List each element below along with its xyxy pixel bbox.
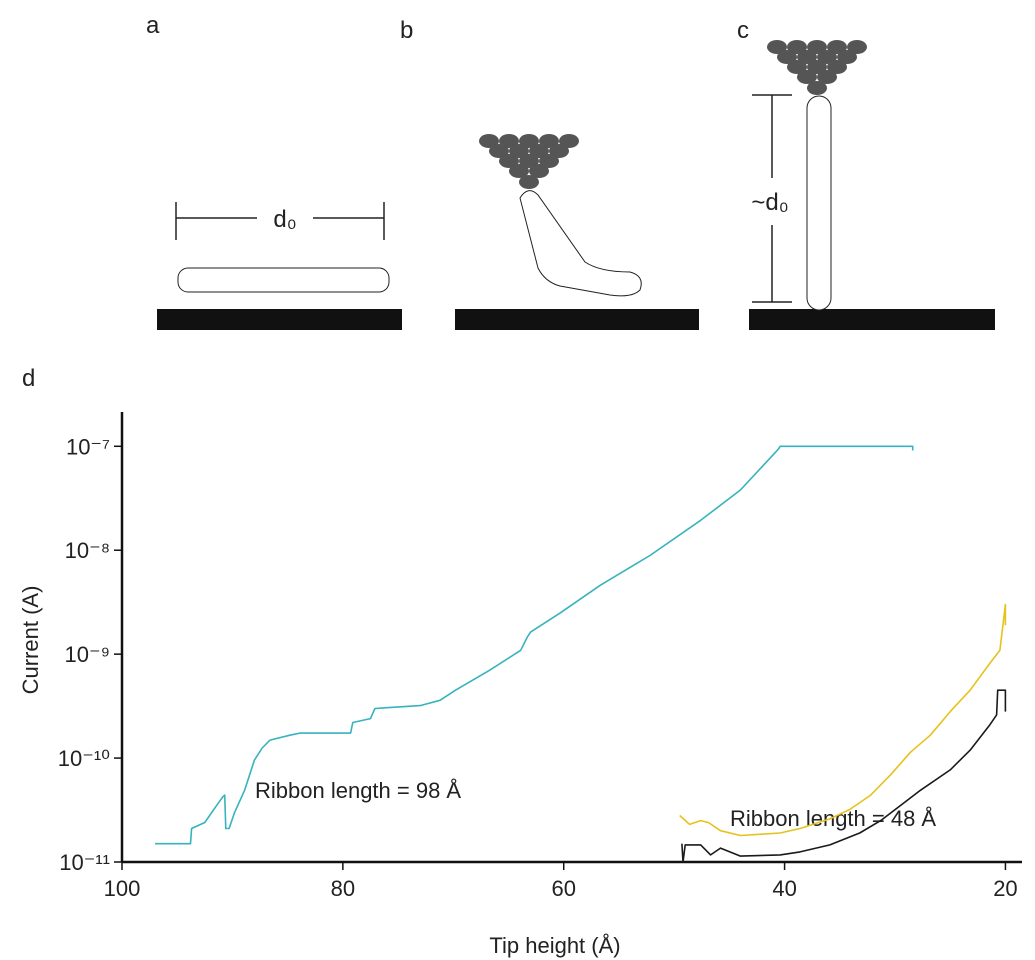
tip-cluster xyxy=(479,134,579,189)
y-tick-label: 10⁻⁹ xyxy=(64,642,110,667)
tip-cluster xyxy=(767,40,867,95)
series-line xyxy=(681,689,1007,863)
annotation: Ribbon length = 98 Å xyxy=(255,778,461,803)
substrate xyxy=(455,309,699,330)
panel-label: a xyxy=(146,12,160,39)
x-tick-label: 40 xyxy=(772,876,796,901)
substrate xyxy=(157,309,402,330)
series-line xyxy=(679,603,1007,837)
ribbon xyxy=(806,95,832,311)
ribbon xyxy=(177,267,390,293)
length-bracket xyxy=(175,202,385,240)
panel-label: c xyxy=(737,17,749,44)
ribbon xyxy=(519,190,642,297)
x-tick-label: 60 xyxy=(551,876,575,901)
x-axis-title: Tip height (Å) xyxy=(489,933,620,958)
panel-label: b xyxy=(400,17,413,44)
x-tick-label: 100 xyxy=(104,876,141,901)
y-tick-label: 10⁻¹¹ xyxy=(59,850,110,875)
plot: 10⁻¹¹ 10⁻¹⁰ 10⁻⁹ 10⁻⁸ 10⁻⁷ 100 80 60 40 20 Tip hei… xyxy=(18,412,1022,958)
y-tick-label: 10⁻¹⁰ xyxy=(58,746,110,771)
x-tick-label: 20 xyxy=(993,876,1017,901)
y-tick-label: 10⁻⁸ xyxy=(65,538,110,563)
series-line xyxy=(155,445,914,845)
x-tick-label: 80 xyxy=(331,876,355,901)
y-axis-title: Current (A) xyxy=(18,586,43,695)
length-bracket xyxy=(752,94,792,303)
length-label: ~d₀ xyxy=(751,189,788,216)
panel-label: d xyxy=(22,365,35,392)
annotation: Ribbon length = 48 Å xyxy=(730,806,936,831)
y-tick-label: 10⁻⁷ xyxy=(66,434,110,459)
substrate xyxy=(749,309,995,330)
length-label: d₀ xyxy=(273,206,296,233)
